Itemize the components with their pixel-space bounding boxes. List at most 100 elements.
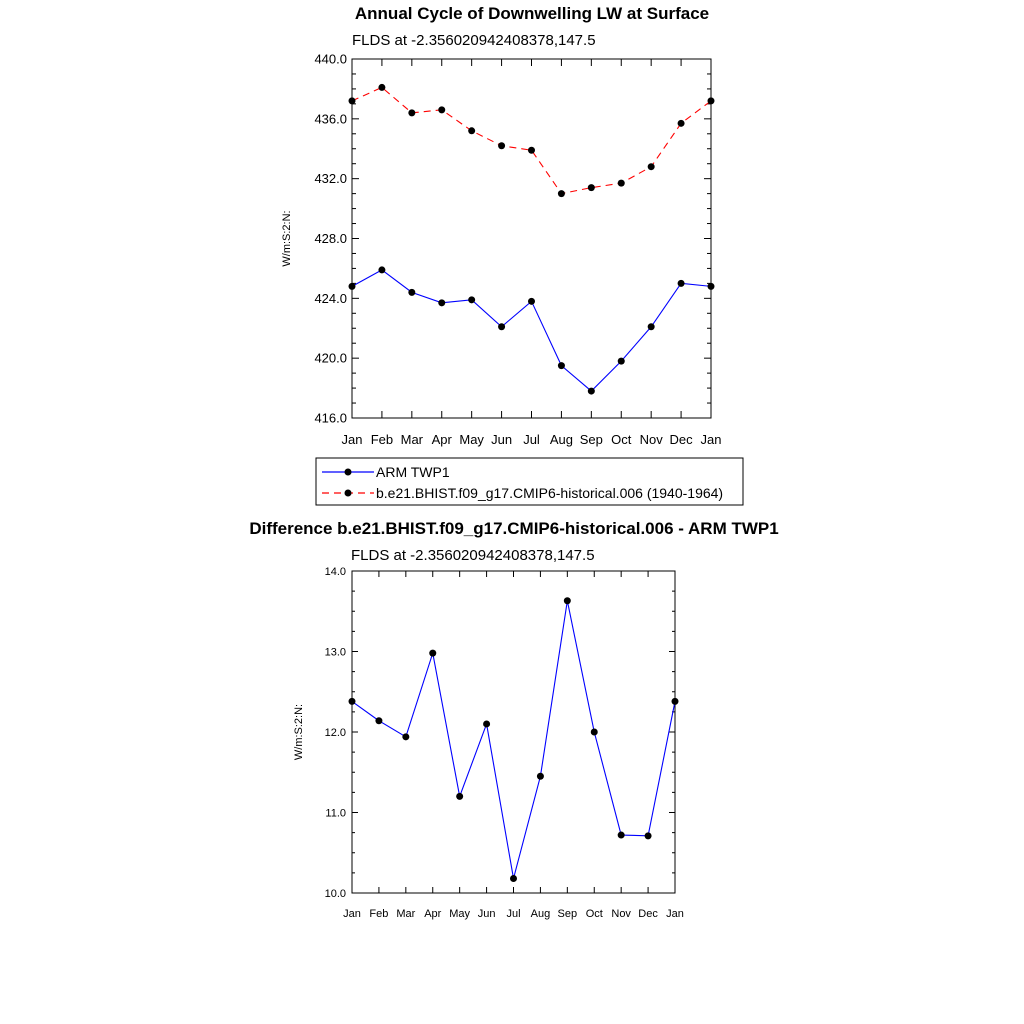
y-tick-label: 420.0 — [314, 351, 347, 366]
x-tick-label: Aug — [550, 432, 573, 447]
y-tick-label: 10.0 — [325, 888, 346, 900]
legend-label-arm: ARM TWP1 — [376, 464, 450, 480]
y-tick-label: 11.0 — [325, 807, 346, 819]
data-point — [468, 296, 476, 304]
x-tick-label: Jun — [478, 908, 496, 920]
y-tick-label: 416.0 — [314, 411, 347, 426]
x-tick-label: Mar — [396, 908, 415, 920]
plot-frame — [351, 58, 712, 419]
x-tick-label: Dec — [638, 908, 658, 920]
data-point — [587, 184, 595, 192]
plot-series — [348, 83, 715, 395]
legend-box — [315, 457, 744, 506]
y-tick-label: 13.0 — [325, 646, 346, 658]
x-tick-label: Nov — [611, 908, 631, 920]
x-tick-label: May — [459, 432, 484, 447]
legend-marker-model — [344, 489, 352, 497]
data-point — [536, 772, 544, 780]
x-tick-label: Jan — [342, 432, 363, 447]
legend-label-model: b.e21.BHIST.f09_g17.CMIP6-historical.006… — [376, 485, 723, 501]
chart-subtitle: FLDS at -2.356020942408378,147.5 — [351, 547, 595, 564]
data-point — [408, 288, 416, 296]
data-point — [483, 720, 491, 728]
legend: ARM TWP1 b.e21.BHIST.f09_g17.CMIP6-histo… — [315, 457, 744, 506]
data-point — [348, 282, 356, 290]
data-point — [647, 323, 655, 331]
data-point — [498, 142, 506, 150]
x-tick-label: Jan — [343, 908, 361, 920]
plot-axes: Jan Feb Mar Apr May Jun Jul Aug Sep Oct Nov Dec Jan 1… — [293, 566, 684, 920]
data-point — [510, 875, 517, 883]
x-tick-label: Mar — [401, 432, 424, 447]
series-line-0 — [351, 269, 712, 392]
data-point — [617, 831, 625, 839]
x-tick-label: May — [449, 908, 470, 920]
series-line-1 — [351, 86, 712, 195]
plot-series — [348, 597, 679, 883]
x-tick-label: Jun — [491, 432, 512, 447]
data-point — [590, 728, 598, 736]
y-tick-label: 424.0 — [314, 291, 347, 306]
x-tick-label: Apr — [432, 432, 453, 447]
annual-cycle-panel: Annual Cycle of Downwelling LW at Surfac… — [281, 4, 744, 506]
x-tick-label: Apr — [424, 908, 441, 920]
data-point — [429, 649, 437, 657]
plot-frame — [351, 570, 676, 894]
x-tick-label: Jul — [523, 432, 540, 447]
x-tick-label: Jan — [666, 908, 684, 920]
y-axis-label: W/m:S:2:N: — [293, 704, 305, 760]
data-point — [587, 387, 595, 395]
x-tick-label: Nov — [640, 432, 664, 447]
x-tick-label: Dec — [670, 432, 694, 447]
data-point — [456, 792, 464, 800]
data-point — [378, 83, 386, 91]
data-point — [408, 109, 416, 117]
y-tick-label: 436.0 — [314, 111, 347, 126]
y-tick-label: 440.0 — [314, 52, 347, 67]
data-point — [707, 97, 715, 105]
y-tick-label: 12.0 — [325, 727, 346, 739]
data-point — [528, 297, 535, 305]
data-point — [617, 357, 625, 365]
data-point — [402, 733, 410, 741]
x-tick-label: Oct — [586, 908, 603, 920]
data-point — [375, 717, 383, 725]
y-tick-label: 428.0 — [314, 231, 347, 246]
data-point — [563, 597, 571, 605]
data-point — [557, 190, 565, 198]
x-tick-label: Oct — [611, 432, 632, 447]
data-point — [677, 279, 685, 287]
x-tick-label: Feb — [371, 432, 393, 447]
data-point — [707, 282, 715, 290]
legend-marker-arm — [344, 468, 352, 476]
data-point — [498, 323, 506, 331]
data-point — [438, 106, 446, 114]
chart-subtitle: FLDS at -2.356020942408378,147.5 — [352, 32, 596, 49]
data-point — [617, 179, 625, 187]
data-point — [348, 97, 356, 105]
data-point — [671, 697, 679, 705]
data-point — [438, 299, 446, 307]
x-tick-label: Jan — [701, 432, 722, 447]
plot-axes: Jan Feb Mar Apr May Jun Jul Aug Sep Oct Nov Dec Jan 4… — [281, 52, 721, 447]
series-line-0 — [351, 600, 676, 879]
x-tick-label: Jul — [506, 908, 520, 920]
y-axis-label: W/m:S:2:N: — [281, 210, 293, 266]
y-tick-label: 432.0 — [314, 171, 347, 186]
data-point — [528, 146, 535, 154]
data-point — [677, 119, 685, 127]
data-point — [647, 163, 655, 171]
x-tick-label: Aug — [531, 908, 551, 920]
x-tick-label: Sep — [580, 432, 603, 447]
data-point — [378, 266, 386, 274]
y-tick-label: 14.0 — [325, 566, 346, 578]
x-tick-label: Feb — [369, 908, 388, 920]
data-point — [644, 832, 652, 840]
x-tick-label: Sep — [558, 908, 578, 920]
data-point — [348, 697, 356, 705]
data-point — [468, 127, 476, 135]
chart-title: Difference b.e21.BHIST.f09_g17.CMIP6-his… — [249, 519, 778, 538]
chart-title: Annual Cycle of Downwelling LW at Surfac… — [355, 4, 709, 23]
data-point — [557, 362, 565, 370]
